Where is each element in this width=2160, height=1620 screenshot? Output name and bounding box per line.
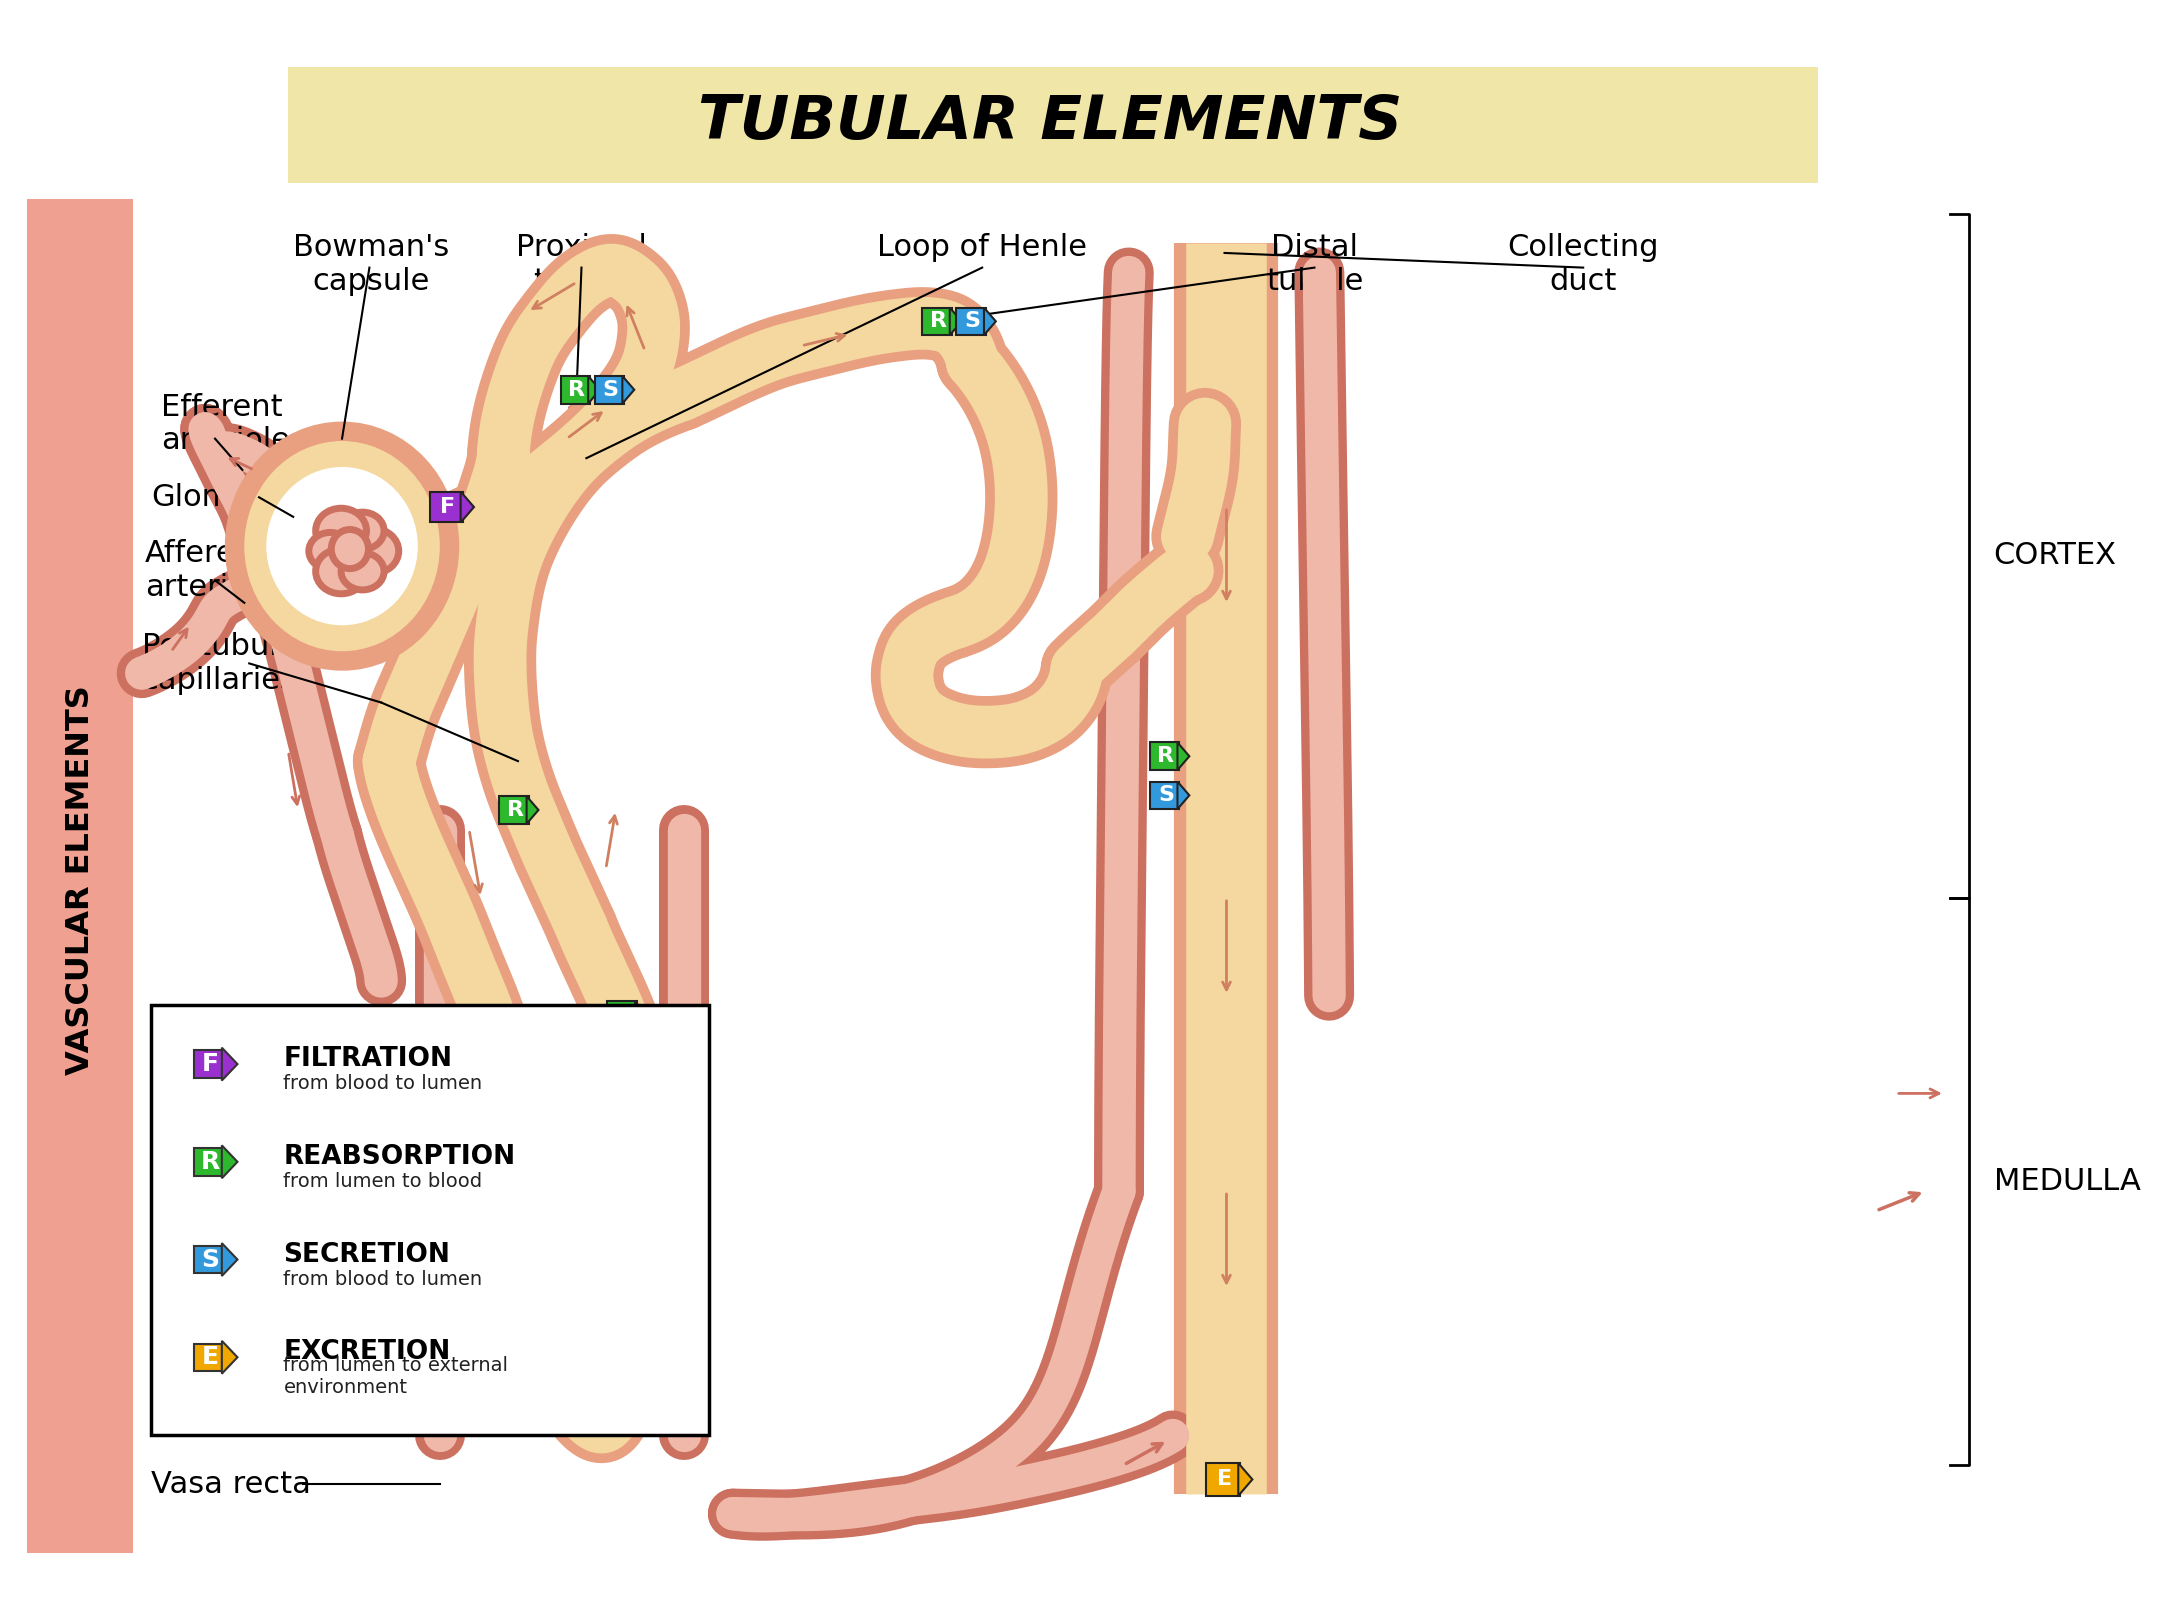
FancyBboxPatch shape — [1205, 1463, 1240, 1495]
Polygon shape — [646, 1217, 657, 1244]
Text: S: S — [201, 1247, 218, 1272]
FancyBboxPatch shape — [151, 1006, 708, 1435]
Polygon shape — [1238, 1463, 1253, 1495]
Text: R: R — [624, 1220, 642, 1241]
FancyBboxPatch shape — [194, 1050, 222, 1077]
Text: R: R — [201, 1150, 220, 1174]
Polygon shape — [222, 1145, 238, 1178]
Text: R: R — [616, 1006, 633, 1025]
FancyBboxPatch shape — [594, 376, 624, 403]
Polygon shape — [635, 1001, 648, 1029]
Text: Collecting
duct: Collecting duct — [1508, 233, 1659, 296]
Text: from lumen to external
environment: from lumen to external environment — [283, 1356, 508, 1398]
Ellipse shape — [266, 467, 417, 625]
Text: S: S — [1158, 786, 1173, 805]
FancyBboxPatch shape — [618, 1217, 646, 1244]
Polygon shape — [1177, 781, 1190, 808]
FancyBboxPatch shape — [957, 308, 985, 335]
FancyBboxPatch shape — [194, 1343, 222, 1371]
Polygon shape — [222, 1341, 238, 1374]
Ellipse shape — [330, 530, 369, 569]
FancyBboxPatch shape — [1149, 781, 1179, 808]
Text: F: F — [201, 1051, 218, 1076]
Text: S: S — [963, 311, 981, 332]
Text: VASCULAR ELEMENTS: VASCULAR ELEMENTS — [65, 685, 95, 1076]
Ellipse shape — [309, 533, 352, 570]
Ellipse shape — [235, 431, 449, 661]
Text: SECRETION: SECRETION — [283, 1241, 449, 1268]
Polygon shape — [1177, 742, 1190, 770]
Text: CORTEX: CORTEX — [1994, 541, 2117, 570]
Polygon shape — [222, 1243, 238, 1277]
Text: Bowman's
capsule: Bowman's capsule — [294, 233, 449, 296]
Text: from lumen to blood: from lumen to blood — [283, 1171, 482, 1191]
Text: Peritubular
capillaries: Peritubular capillaries — [143, 632, 309, 695]
Polygon shape — [588, 376, 600, 403]
FancyBboxPatch shape — [28, 199, 134, 1552]
Text: MEDULLA: MEDULLA — [1994, 1166, 2141, 1196]
Text: F: F — [441, 497, 456, 517]
Text: R: R — [929, 311, 946, 332]
Polygon shape — [527, 797, 538, 823]
Text: Proximal
tubule: Proximal tubule — [516, 233, 646, 296]
Ellipse shape — [315, 509, 367, 552]
FancyBboxPatch shape — [287, 68, 1819, 183]
Text: TUBULAR ELEMENTS: TUBULAR ELEMENTS — [698, 94, 1402, 152]
Text: Glomerulus: Glomerulus — [151, 483, 326, 512]
Text: EXCRETION: EXCRETION — [283, 1340, 451, 1366]
FancyBboxPatch shape — [1149, 742, 1179, 770]
Ellipse shape — [315, 549, 367, 595]
Text: E: E — [1216, 1469, 1231, 1489]
Polygon shape — [985, 308, 996, 335]
Text: Vasa recta: Vasa recta — [151, 1469, 311, 1499]
Text: R: R — [1158, 747, 1175, 766]
Text: from blood to lumen: from blood to lumen — [283, 1074, 482, 1094]
Text: E: E — [201, 1345, 218, 1369]
Ellipse shape — [348, 528, 400, 573]
FancyBboxPatch shape — [562, 376, 590, 403]
Text: R: R — [508, 800, 523, 820]
Text: S: S — [603, 379, 618, 400]
Text: R: R — [568, 379, 585, 400]
FancyBboxPatch shape — [194, 1149, 222, 1176]
Polygon shape — [622, 376, 635, 403]
Text: REABSORPTION: REABSORPTION — [283, 1144, 516, 1170]
Text: Efferent
arteriole: Efferent arteriole — [162, 392, 289, 455]
Text: Afferent
arteriole: Afferent arteriole — [145, 539, 274, 603]
Text: Distal
tubule: Distal tubule — [1266, 233, 1363, 296]
FancyBboxPatch shape — [194, 1246, 222, 1273]
FancyBboxPatch shape — [922, 308, 953, 335]
Ellipse shape — [341, 512, 384, 549]
Ellipse shape — [341, 552, 384, 590]
Text: FILTRATION: FILTRATION — [283, 1047, 451, 1072]
Text: Loop of Henle: Loop of Henle — [877, 233, 1086, 262]
Polygon shape — [222, 1048, 238, 1081]
FancyBboxPatch shape — [430, 492, 462, 522]
Text: from blood to lumen: from blood to lumen — [283, 1270, 482, 1288]
Polygon shape — [950, 308, 961, 335]
Polygon shape — [460, 491, 473, 523]
FancyBboxPatch shape — [499, 795, 529, 825]
FancyBboxPatch shape — [607, 1001, 637, 1029]
